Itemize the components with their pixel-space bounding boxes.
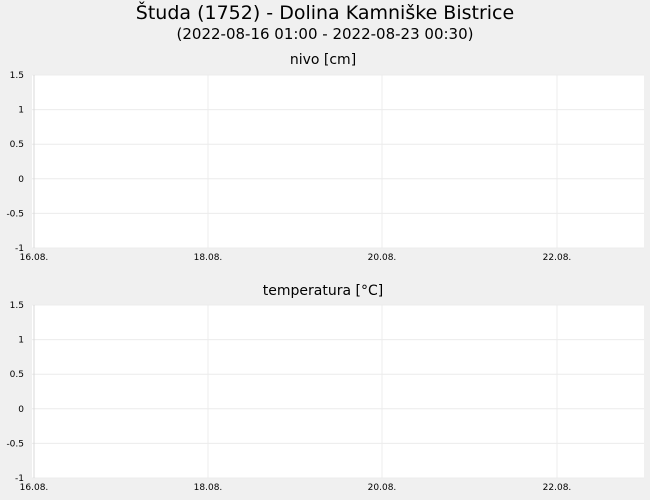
panel-1-x-tick: 20.08. xyxy=(368,253,397,263)
chart-subtitle: (2022-08-16 01:00 - 2022-08-23 00:30) xyxy=(176,25,474,43)
panel-1-y-tick: -0.5 xyxy=(6,209,24,219)
panel-2-y-tick: -0.5 xyxy=(6,439,24,449)
panel-2-y-tick: 0.5 xyxy=(10,370,24,380)
panel-2-x-tick: 20.08. xyxy=(368,483,397,493)
panel-2-y-tick: 1.5 xyxy=(10,301,24,311)
panel-1-y-tick: 0.5 xyxy=(10,140,24,150)
panel-1-y-tick: -1 xyxy=(15,244,24,254)
panel-1-title: nivo [cm] xyxy=(290,52,356,68)
panel-2-x-tick: 22.08. xyxy=(543,483,572,493)
panel-1-x-tick: 22.08. xyxy=(543,253,572,263)
panel-1-plot-area xyxy=(32,75,644,248)
panel-2-plot-area xyxy=(32,305,644,478)
panel-2-title: temperatura [°C] xyxy=(263,283,383,299)
panel-2-x-tick: 16.08. xyxy=(20,483,49,493)
panel-2-x-tick: 18.08. xyxy=(194,483,223,493)
panel-2-y-tick: 0 xyxy=(18,405,24,415)
panel-1-x-tick: 16.08. xyxy=(20,253,49,263)
panel-2-y-tick: -1 xyxy=(15,474,24,484)
panel-2-y-tick: 1 xyxy=(18,336,24,346)
panel-1-y-tick: 0 xyxy=(18,175,24,185)
panel-1-x-tick: 18.08. xyxy=(194,253,223,263)
panel-1-y-tick: 1.5 xyxy=(10,71,24,81)
panel-1-y-tick: 1 xyxy=(18,106,24,116)
chart-title: Študa (1752) - Dolina Kamniške Bistrice xyxy=(135,2,515,24)
